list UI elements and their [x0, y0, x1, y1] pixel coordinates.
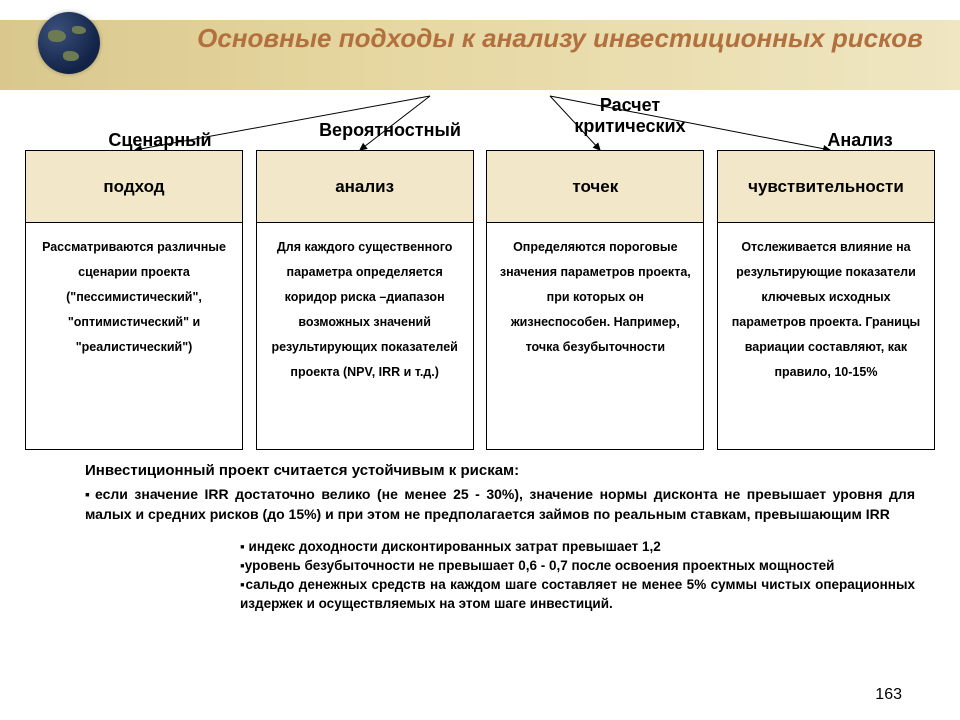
bottom-title: Инвестиционный проект считается устойчив… — [85, 460, 915, 482]
sub-1-text: уровень безубыточности не превышает 0,6 … — [245, 558, 835, 573]
card-2-body: Определяются пороговые значения параметр… — [487, 223, 703, 449]
card-0-body: Рассматриваются различные сценарии проек… — [26, 223, 242, 449]
card-3: чувствительности Отслеживается влияние н… — [717, 150, 935, 450]
page-number: 163 — [875, 686, 902, 704]
bottom-sub-bullets: ▪ индекс доходности дисконтированных зат… — [240, 538, 915, 614]
card-0-head: подход — [26, 151, 242, 223]
bottom-text: Инвестиционный проект считается устойчив… — [85, 460, 915, 614]
sub-0: ▪ индекс доходности дисконтированных зат… — [240, 538, 915, 557]
sub-2-text: сальдо денежных средств на каждом шаге с… — [240, 577, 915, 611]
card-3-head: чувствительности — [718, 151, 934, 223]
sub-0-text: индекс доходности дисконтированных затра… — [249, 539, 661, 554]
card-0: подход Рассматриваются различные сценари… — [25, 150, 243, 450]
label-2: Расчет критических — [545, 95, 715, 137]
label-3: Анализ — [800, 130, 920, 151]
card-3-body: Отслеживается влияние на результирующие … — [718, 223, 934, 449]
label-0: Сценарный — [80, 130, 240, 151]
slide-title: Основные подходы к анализу инвестиционны… — [190, 22, 930, 55]
globe-icon — [38, 12, 100, 74]
card-1-head: анализ — [257, 151, 473, 223]
sub-1: ▪уровень безубыточности не превышает 0,6… — [240, 557, 915, 576]
labels-row: Сценарный Вероятностный Расчет критическ… — [0, 95, 960, 155]
card-1: анализ Для каждого существенного парамет… — [256, 150, 474, 450]
card-2: точек Определяются пороговые значения па… — [486, 150, 704, 450]
sub-2: ▪сальдо денежных средств на каждом шаге … — [240, 576, 915, 614]
card-1-body: Для каждого существенного параметра опре… — [257, 223, 473, 449]
label-1: Вероятностный — [290, 120, 490, 141]
cards-row: подход Рассматриваются различные сценари… — [25, 150, 935, 450]
card-2-head: точек — [487, 151, 703, 223]
bottom-bullet-1: ▪если значение IRR достаточно велико (не… — [85, 484, 915, 525]
bottom-bullet-1-text: если значение IRR достаточно велико (не … — [85, 486, 915, 522]
